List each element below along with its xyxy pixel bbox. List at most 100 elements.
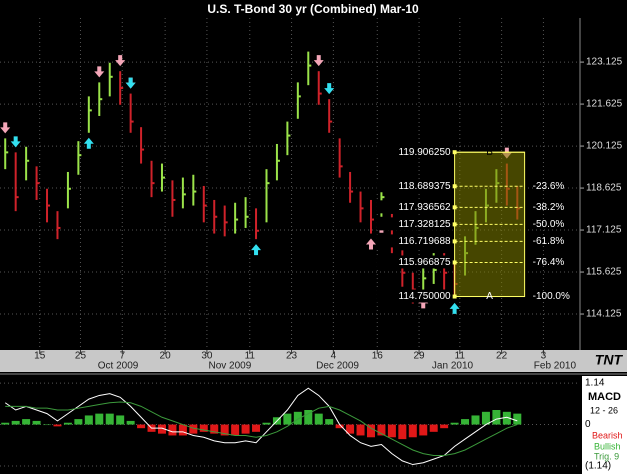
- x-tick-label: 15: [34, 351, 46, 362]
- fib-end-label: B: [486, 147, 493, 158]
- fib-handle: [452, 184, 457, 189]
- month-label: Feb 2010: [534, 361, 577, 372]
- x-tick-label: 20: [160, 351, 172, 362]
- fib-handle: [452, 294, 457, 299]
- histogram-bar: [262, 422, 271, 425]
- fib-label-bg: [376, 289, 453, 303]
- histogram-bar: [11, 420, 20, 425]
- fib-label-bg: [376, 255, 453, 269]
- fib-price-label: 115.966875: [399, 257, 452, 268]
- histogram-bar: [1, 422, 10, 425]
- histogram-bar: [492, 410, 501, 425]
- logo: TNT: [595, 352, 624, 368]
- histogram-bar: [335, 424, 344, 429]
- histogram-bar: [199, 424, 208, 432]
- trigger-label: Trig. 9: [594, 451, 619, 461]
- sell-signal-arrow: [0, 122, 11, 134]
- fib-price-label: 117.936562: [399, 202, 452, 213]
- histogram-bar: [304, 410, 313, 425]
- x-tick-label: 11: [455, 351, 466, 362]
- histogram-bar: [461, 419, 470, 425]
- histogram-bar: [22, 419, 31, 425]
- sell-signal-arrow: [115, 55, 126, 67]
- fib-pct-label: -76.4%: [533, 257, 565, 268]
- histogram-bar: [481, 411, 490, 425]
- sell-signal-arrow: [324, 83, 335, 95]
- histogram-bar: [84, 415, 93, 425]
- x-axis-strip: [0, 350, 580, 372]
- histogram-bar: [231, 424, 240, 436]
- fib-handle: [452, 260, 457, 265]
- fib-price-label: 114.750000: [399, 291, 452, 302]
- fib-label-bg: [376, 200, 453, 214]
- histogram-bar: [95, 413, 104, 425]
- histogram-bar: [32, 420, 41, 425]
- indicator-tick-label: 0: [585, 419, 591, 430]
- histogram-bar: [471, 415, 480, 425]
- histogram-bar: [366, 424, 375, 438]
- x-tick-label: 3: [541, 351, 547, 362]
- histogram-bar: [43, 424, 52, 426]
- x-tick-label: 4: [331, 351, 337, 362]
- x-tick-label: 11: [245, 351, 256, 362]
- indicator-tick-label: (1.14): [585, 461, 611, 472]
- fib-pct-label: -50.0%: [533, 219, 565, 230]
- histogram-bar: [293, 411, 302, 425]
- histogram-bar: [398, 424, 407, 440]
- histogram-bar: [429, 424, 438, 432]
- fib-pct-label: -23.6%: [533, 181, 565, 192]
- x-tick-label: 29: [414, 351, 426, 362]
- bearish-label: Bearish: [592, 430, 623, 440]
- fib-price-label: 117.328125: [399, 219, 452, 230]
- buy-signal-arrow: [251, 244, 262, 256]
- buy-signal-arrow: [449, 302, 460, 314]
- fib-label-bg: [376, 145, 453, 159]
- histogram-bar: [126, 420, 135, 425]
- buy-signal-arrow: [365, 238, 376, 250]
- histogram-bar: [502, 411, 511, 425]
- fib-price-label: 118.689375: [399, 181, 452, 192]
- fib-pct-label: -61.8%: [533, 236, 565, 247]
- x-tick-label: 16: [372, 351, 384, 362]
- histogram-bar: [408, 424, 417, 438]
- indicator-params: 12 - 26: [590, 405, 618, 415]
- x-tick-label: 30: [201, 351, 213, 362]
- histogram-bar: [283, 413, 292, 425]
- fib-handle: [452, 150, 457, 155]
- histogram-bar: [314, 413, 323, 425]
- histogram-bar: [137, 424, 146, 429]
- histogram-bar: [440, 424, 449, 429]
- x-tick-label: 23: [286, 351, 298, 362]
- histogram-bar: [346, 424, 355, 434]
- histogram-bar: [241, 424, 250, 434]
- y-tick-label: 114.125: [586, 309, 622, 320]
- buy-signal-arrow: [83, 137, 94, 149]
- indicator-name: MACD: [588, 391, 621, 403]
- fib-pct-label: -100.0%: [533, 291, 570, 302]
- month-label: Oct 2009: [98, 361, 139, 372]
- histogram-bar: [116, 415, 125, 425]
- histogram-bar: [419, 424, 428, 436]
- histogram-bar: [450, 422, 459, 425]
- indicator-tick-label: 1.14: [585, 378, 605, 389]
- y-tick-label: 120.125: [586, 141, 623, 152]
- y-tick-label: 118.625: [586, 183, 622, 194]
- month-label: Nov 2009: [209, 361, 252, 372]
- fib-price-label: 116.719688: [399, 236, 452, 247]
- histogram-bar: [178, 424, 187, 436]
- macd-line: [4, 387, 518, 466]
- histogram-bar: [325, 419, 334, 425]
- histogram-bar: [513, 413, 522, 425]
- fib-pct-label: -38.2%: [533, 202, 565, 213]
- histogram-bar: [356, 424, 365, 436]
- histogram-bar: [157, 424, 166, 434]
- histogram-bar: [74, 419, 83, 425]
- y-tick-label: 123.125: [586, 57, 623, 68]
- histogram-bar: [168, 424, 177, 436]
- bullish-label: Bullish: [594, 441, 621, 451]
- histogram-bar: [377, 424, 386, 436]
- fib-start-label: A: [486, 291, 493, 302]
- histogram-bar: [53, 424, 62, 427]
